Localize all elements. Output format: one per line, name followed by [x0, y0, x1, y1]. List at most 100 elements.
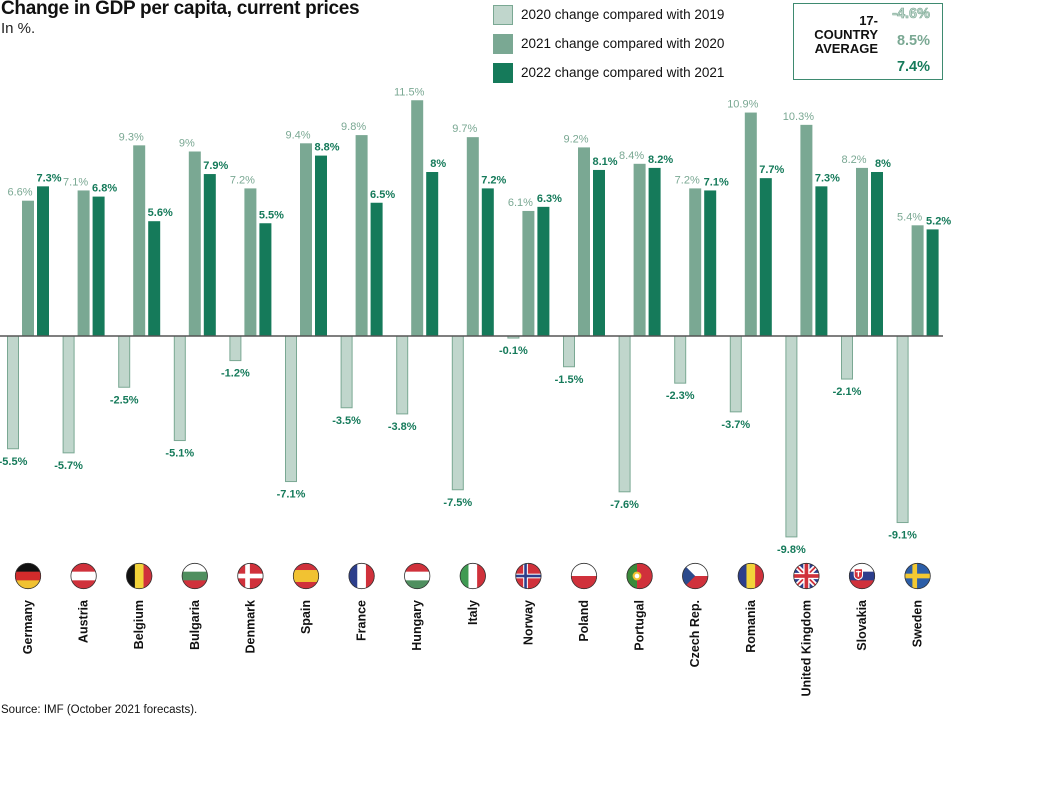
country-label-austria: Austria: [77, 599, 91, 643]
label-2020-czech-rep: -2.3%: [666, 390, 695, 402]
label-2022-czech-rep: 7.1%: [704, 176, 729, 188]
country-label-portugal: Portugal: [633, 600, 647, 651]
bar-2020-united-kingdom: [785, 335, 798, 538]
flag-romania-icon: [737, 562, 764, 590]
bar-2021-austria: [77, 190, 90, 336]
label-2021-norway: 6.1%: [508, 197, 533, 209]
country-label-hungary: Hungary: [410, 600, 424, 651]
bar-2022-spain: [315, 155, 327, 336]
label-2020-france: -3.5%: [332, 415, 361, 427]
label-2022-united-kingdom: 7.3%: [815, 172, 840, 184]
average-value-2021: 8.5%: [896, 33, 930, 49]
legend-label-2020: 2020 change compared with 2019: [521, 7, 725, 22]
bar-2021-sweden: [911, 225, 924, 336]
label-2020-poland: -1.5%: [555, 374, 584, 386]
bar-2022-romania: [759, 178, 772, 336]
bar-2022-slovakia: [871, 172, 883, 336]
bar-2020-bulgaria: [173, 335, 186, 442]
country-label-france: France: [355, 600, 369, 641]
bar-2021-romania: [744, 112, 757, 336]
label-2020-spain: -7.1%: [277, 489, 306, 501]
legend-swatch-2022: [493, 62, 513, 83]
label-2021-sweden: 5.4%: [897, 211, 922, 223]
label-2021-czech-rep: 7.2%: [675, 174, 700, 186]
legend-swatch-2021: [493, 33, 513, 54]
flag-slovakia-icon: [848, 562, 876, 590]
bar-2022-norway: [537, 206, 550, 336]
bar-2020-poland: [563, 335, 575, 368]
average-value-2020: -4.6%: [892, 6, 930, 23]
country-label-united-kingdom: United Kingdom: [799, 600, 813, 697]
flag-spain-icon: [292, 562, 320, 590]
bar-2021-france: [355, 135, 368, 336]
bar-2022-germany: [37, 186, 49, 336]
bar-2020-spain: [285, 335, 297, 483]
label-2021-bulgaria: 9%: [179, 138, 195, 150]
bar-2022-belgium: [148, 221, 161, 336]
bar-2022-czech-rep: [704, 190, 717, 336]
bar-2021-norway: [522, 210, 535, 336]
bar-2021-italy: [466, 137, 479, 336]
flag-hungary-icon: [404, 562, 431, 590]
bar-2021-hungary: [411, 100, 424, 336]
bar-2020-austria: [62, 335, 75, 454]
label-2022-poland: 8.1%: [592, 156, 617, 168]
bar-2021-portugal: [633, 163, 646, 336]
country-label-denmark: Denmark: [243, 600, 257, 654]
label-2022-romania: 7.7%: [759, 164, 784, 176]
bar-2022-bulgaria: [203, 174, 216, 336]
label-2021-united-kingdom: 10.3%: [783, 111, 814, 123]
label-2021-germany: 6.6%: [7, 187, 32, 199]
flag-italy-icon: [459, 562, 486, 590]
flag-germany-icon: [14, 562, 42, 590]
label-2020-united-kingdom: -9.8%: [777, 544, 806, 556]
flag-portugal-icon: [626, 562, 653, 590]
label-2022-austria: 6.8%: [92, 183, 117, 195]
label-2020-germany: -5.5%: [0, 456, 28, 468]
country-label-romania: Romania: [744, 599, 758, 653]
bar-2020-romania: [729, 335, 742, 413]
label-2020-norway: -0.1%: [499, 345, 528, 357]
label-2021-italy: 9.7%: [452, 123, 477, 135]
label-2022-portugal: 8.2%: [648, 154, 673, 166]
bar-2020-germany: [7, 335, 19, 450]
flag-denmark-icon: [237, 562, 264, 590]
label-2021-france: 9.8%: [341, 121, 366, 133]
bar-2020-italy: [451, 335, 464, 491]
legend-swatch-2020: [493, 4, 513, 25]
label-2022-belgium: 5.6%: [148, 207, 173, 219]
label-2020-portugal: -7.6%: [610, 499, 639, 511]
country-label-sweden: Sweden: [911, 600, 925, 647]
bar-2022-portugal: [648, 167, 661, 336]
bar-2022-united-kingdom: [815, 186, 828, 336]
label-2020-italy: -7.5%: [443, 497, 472, 509]
label-2022-france: 6.5%: [370, 189, 395, 201]
flag-austria-icon: [70, 562, 97, 590]
bar-2022-poland: [593, 169, 605, 336]
label-2021-portugal: 8.4%: [619, 150, 644, 162]
flag-belgium-icon: [126, 562, 153, 590]
label-2022-slovakia: 8%: [875, 158, 891, 170]
label-2022-spain: 8.8%: [314, 142, 339, 154]
bar-2021-czech-rep: [689, 188, 702, 336]
bar-2022-hungary: [426, 172, 439, 336]
legend: 2020 change compared with 2019 2021 chan…: [493, 4, 724, 91]
source-note: Source: IMF (October 2021 forecasts).: [1, 704, 198, 716]
average-label-line3: AVERAGE: [814, 41, 878, 56]
label-2022-hungary: 8%: [430, 158, 446, 170]
bar-2021-germany: [22, 200, 34, 336]
label-2021-belgium: 9.3%: [119, 131, 144, 143]
chart-subtitle: In %.: [1, 20, 36, 37]
label-2020-slovakia: -2.1%: [833, 386, 862, 398]
flag-norway-icon: [515, 562, 542, 590]
country-label-italy: Italy: [466, 600, 480, 625]
label-2021-poland: 9.2%: [563, 133, 588, 145]
bar-2020-belgium: [118, 335, 131, 388]
legend-item-2020: 2020 change compared with 2019: [493, 4, 724, 25]
label-2020-romania: -3.7%: [721, 419, 750, 431]
country-average-box: 17- COUNTRY AVERAGE -4.6% 8.5% 7.4%: [793, 3, 943, 80]
label-2022-denmark: 5.5%: [259, 209, 284, 221]
flag-united-kingdom-icon: [793, 562, 820, 590]
bar-2021-bulgaria: [188, 151, 201, 336]
bar-2021-spain: [300, 143, 312, 336]
